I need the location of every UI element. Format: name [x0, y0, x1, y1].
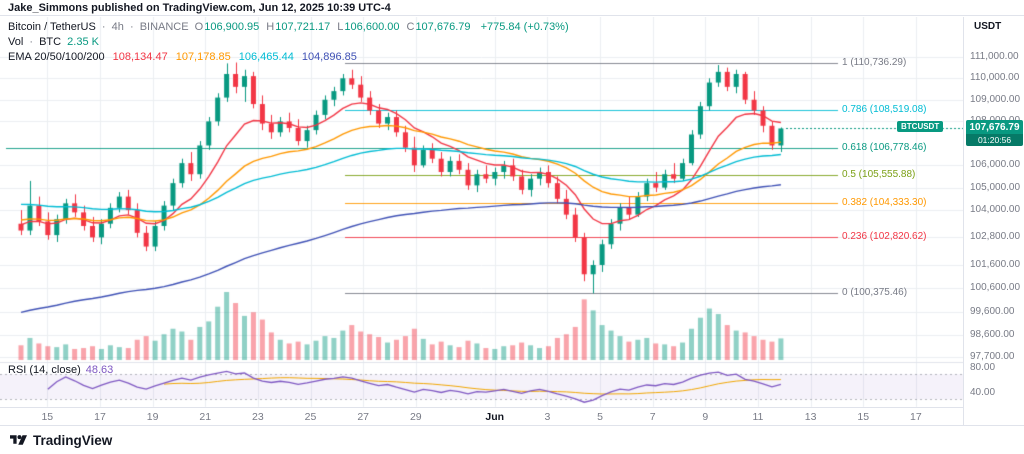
ema-legend: EMA 20/50/100/200 108,134.47 107,178.85 106… — [8, 50, 572, 64]
open-label: O — [194, 21, 204, 33]
date-tick-29: 29 — [409, 411, 422, 423]
date-tick-Jun: Jun — [485, 411, 505, 423]
volume-unit: BTC — [39, 36, 62, 48]
price-axis-label: 109,000.00 — [970, 93, 1021, 105]
interval-label[interactable]: 4h — [111, 21, 124, 33]
date-tick-5: 5 — [597, 411, 603, 423]
rsi-axis-label: 80.00 — [970, 362, 996, 373]
price-axis-label: 105,000.00 — [970, 181, 1021, 193]
symbol-title[interactable]: Bitcoin / TetherUS — [8, 21, 96, 33]
price-axis-label: 104,000.00 — [970, 204, 1021, 216]
date-tick-17: 17 — [910, 411, 922, 423]
change-value: +775.84 (+0.73%) — [480, 21, 569, 33]
ema-50-value: 107,178.85 — [175, 51, 231, 63]
tradingview-brand-text: TradingView — [33, 432, 113, 448]
fib-level-label-0.5[interactable]: 0.5 (105,555.88) — [842, 169, 916, 181]
open-value: 106,900.95 — [204, 21, 260, 33]
volume-label[interactable]: Vol — [8, 36, 24, 48]
price-axis-label: 99,600.00 — [970, 305, 1015, 317]
date-tick-23: 23 — [252, 411, 264, 423]
ema-20-value: 108,134.47 — [112, 51, 168, 63]
date-tick-13: 13 — [804, 411, 817, 423]
fib-level-label-0.236[interactable]: 0.236 (102,820.62) — [842, 230, 927, 242]
close-label: C — [406, 21, 415, 33]
bar-countdown: 01:20:56 — [966, 134, 1023, 147]
ema-label[interactable]: EMA 20/50/100/200 — [8, 51, 105, 63]
date-tick-27: 27 — [357, 411, 369, 423]
tradingview-logo-icon — [10, 435, 27, 445]
low-label: L — [337, 21, 344, 33]
fib-level-label-0.618[interactable]: 0.618 (106,778.46) — [842, 142, 927, 154]
price-axis-label: 110,000.00 — [970, 72, 1020, 84]
ema-200-value: 104,896.85 — [301, 51, 357, 63]
price-axis-label: 102,800.00 — [970, 231, 1021, 243]
date-tick-11: 11 — [752, 411, 764, 423]
rsi-axis-label: 40.00 — [970, 387, 996, 398]
price-chart-canvas[interactable] — [0, 17, 963, 425]
separator-dot: · — [101, 21, 106, 33]
date-tick-3: 3 — [544, 411, 551, 423]
date-tick-17: 17 — [94, 411, 106, 423]
date-tick-15: 15 — [857, 411, 870, 423]
price-axis-label: 111,000.00 — [970, 51, 1019, 62]
date-tick-7: 7 — [649, 411, 656, 423]
rsi-label[interactable]: RSI (14, close) — [8, 364, 81, 376]
last-price-value: 107,676.79 — [966, 120, 1023, 135]
date-axis[interactable]: 15 17 19 21 23 25 27 29 Jun 3 5 7 9 11 13 15 17 — [0, 407, 963, 425]
axis-currency-label: USDT — [974, 21, 1002, 32]
chart-area: Bitcoin / TetherUS · 4h · BINANCE O106,9… — [0, 17, 963, 425]
low-value: 106,600.00 — [344, 21, 400, 33]
rsi-legend: RSI (14, close) 48.63 — [8, 364, 113, 376]
symbol-legend: Bitcoin / TetherUS · 4h · BINANCE O106,9… — [8, 20, 572, 34]
publisher-bar: Jake_Simmons published on TradingView.co… — [0, 0, 1024, 16]
price-axis-label: 106,000.00 — [970, 159, 1021, 171]
date-tick-9: 9 — [702, 411, 709, 423]
exchange-label[interactable]: BINANCE — [139, 21, 189, 33]
price-axis-label: 101,600.00 — [970, 258, 1021, 270]
publisher-text: Jake_Simmons published on TradingView.co… — [8, 2, 391, 14]
price-axis[interactable]: USDT 111,000.00110,000.00109,000.00108,0… — [963, 17, 1024, 425]
tradingview-logo[interactable]: TradingView — [10, 433, 112, 448]
high-value: 107,721.17 — [275, 21, 331, 33]
fib-level-label-0.382[interactable]: 0.382 (104,333.30) — [842, 196, 927, 208]
last-price-badge: 107,676.79 01:20:56 — [966, 120, 1023, 147]
volume-value: 2.35 K — [67, 36, 99, 48]
date-tick-15: 15 — [41, 411, 54, 423]
ema-values: 108,134.47 107,178.85 106,465.44 104,896.85 — [108, 51, 360, 63]
rsi-value: 48.63 — [85, 364, 114, 376]
volume-legend: Vol · BTC 2.35 K — [8, 35, 572, 49]
fib-level-label-0.786[interactable]: 0.786 (108,519.08) — [842, 104, 927, 116]
separator-dot: · — [129, 21, 134, 33]
footer-bar: TradingView — [0, 425, 1024, 454]
fib-level-label-0[interactable]: 0 (100,375.46) — [842, 287, 908, 299]
price-axis-label: 97,700.00 — [970, 351, 1015, 362]
price-axis-label: 98,600.00 — [970, 329, 1015, 341]
high-label: H — [266, 21, 275, 33]
chart-legend: Bitcoin / TetherUS · 4h · BINANCE O106,9… — [8, 20, 572, 65]
price-axis-label: 100,600.00 — [970, 282, 1021, 294]
ema-100-value: 106,465.44 — [238, 51, 294, 63]
fib-level-label-1[interactable]: 1 (110,736.29) — [842, 56, 907, 68]
date-tick-19: 19 — [146, 411, 159, 423]
separator-dot: · — [29, 36, 34, 48]
date-tick-21: 21 — [199, 411, 212, 423]
close-value: 107,676.79 — [415, 21, 471, 33]
price-line-symbol-badge: BTCUSDT — [897, 121, 944, 133]
date-tick-25: 25 — [304, 411, 317, 423]
